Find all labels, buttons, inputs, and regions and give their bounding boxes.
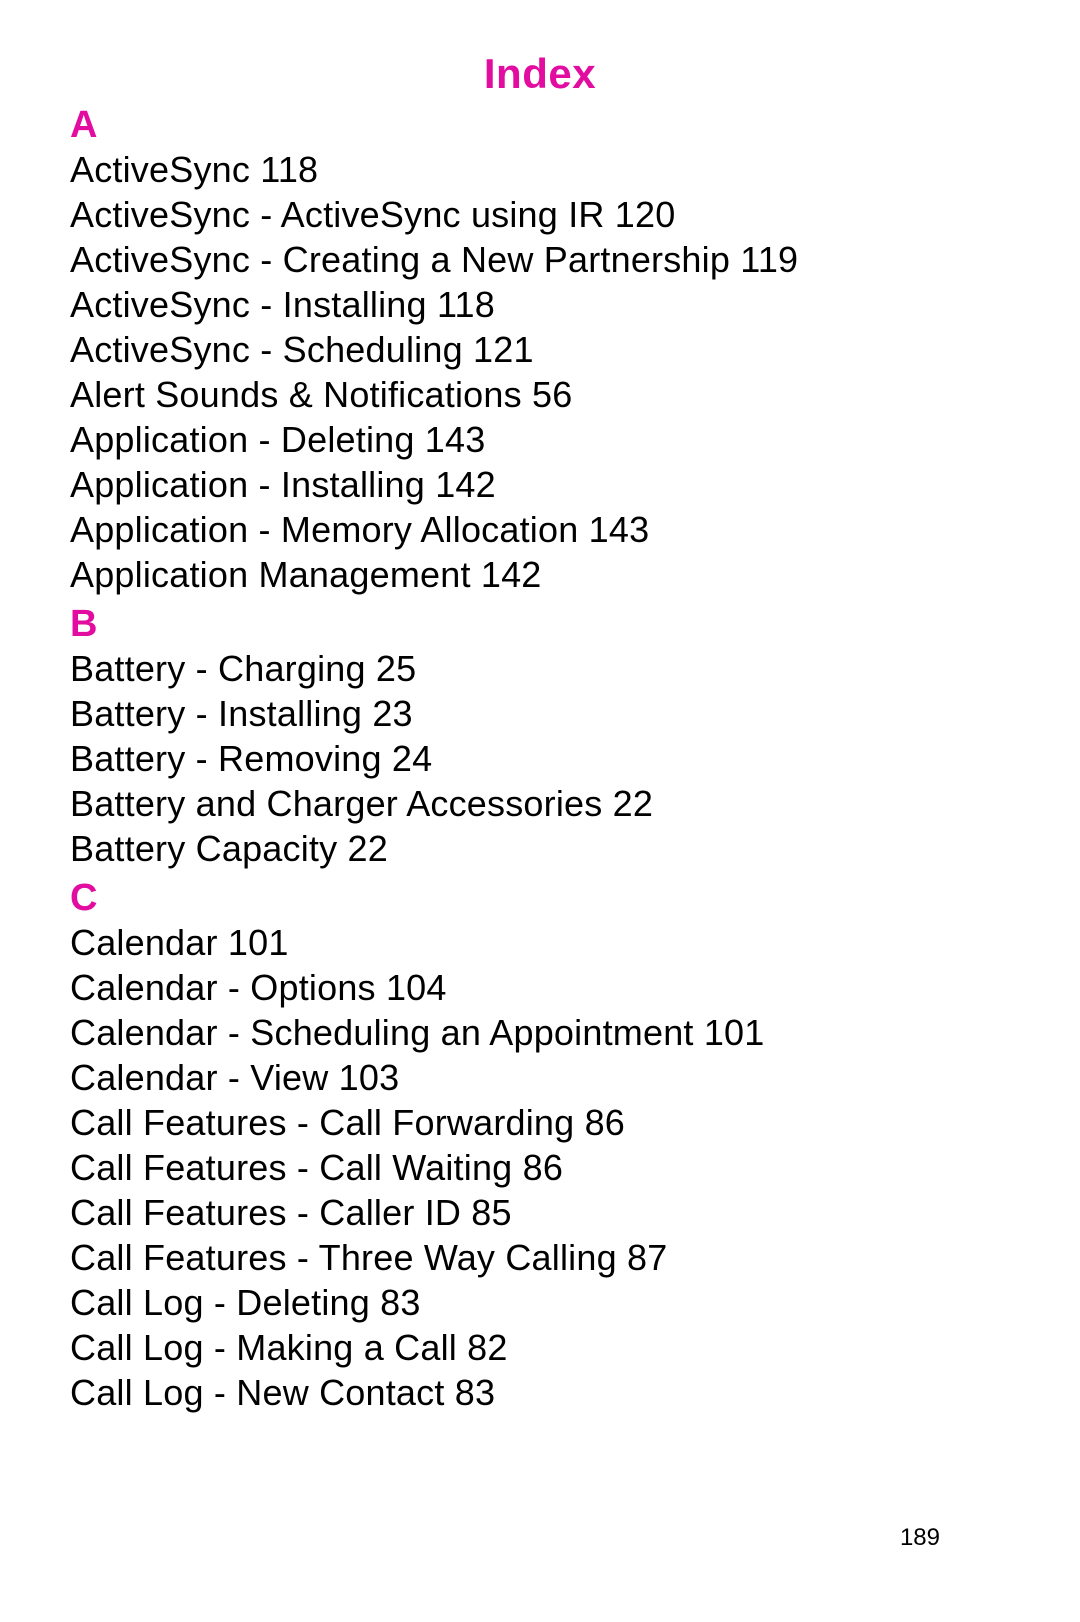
index-entry: ActiveSync - Creating a New Partnership …: [70, 237, 1010, 282]
index-entry: Application - Memory Allocation 143: [70, 507, 1010, 552]
index-entry: Call Log - Making a Call 82: [70, 1325, 1010, 1370]
section-letter: A: [70, 104, 1010, 147]
section-letter: C: [70, 877, 1010, 920]
index-entry: Battery and Charger Accessories 22: [70, 781, 1010, 826]
index-entry: Battery Capacity 22: [70, 826, 1010, 871]
index-entry: Call Log - New Contact 83: [70, 1370, 1010, 1415]
index-entry: Call Features - Three Way Calling 87: [70, 1235, 1010, 1280]
index-entry: Calendar - Scheduling an Appointment 101: [70, 1010, 1010, 1055]
index-entry: Application - Deleting 143: [70, 417, 1010, 462]
page-title: Index: [70, 50, 1010, 98]
index-entry: Call Log - Deleting 83: [70, 1280, 1010, 1325]
index-entry: Call Features - Caller ID 85: [70, 1190, 1010, 1235]
index-entry: Battery - Installing 23: [70, 691, 1010, 736]
index-entry: Calendar - View 103: [70, 1055, 1010, 1100]
index-entry: Call Features - Call Waiting 86: [70, 1145, 1010, 1190]
index-entry: ActiveSync - Scheduling 121: [70, 327, 1010, 372]
index-entry: Alert Sounds & Notifications 56: [70, 372, 1010, 417]
index-entry: Calendar 101: [70, 920, 1010, 965]
index-entry: ActiveSync - ActiveSync using IR 120: [70, 192, 1010, 237]
index-entry: Call Features - Call Forwarding 86: [70, 1100, 1010, 1145]
index-entry: ActiveSync 118: [70, 147, 1010, 192]
index-entry: Application - Installing 142: [70, 462, 1010, 507]
index-body: AActiveSync 118ActiveSync - ActiveSync u…: [70, 104, 1010, 1415]
index-entry: Calendar - Options 104: [70, 965, 1010, 1010]
index-entry: Battery - Removing 24: [70, 736, 1010, 781]
index-page: Index AActiveSync 118ActiveSync - Active…: [0, 0, 1080, 1622]
page-number: 189: [900, 1524, 940, 1552]
section-letter: B: [70, 603, 1010, 646]
index-entry: Battery - Charging 25: [70, 646, 1010, 691]
index-entry: Application Management 142: [70, 552, 1010, 597]
index-entry: ActiveSync - Installing 118: [70, 282, 1010, 327]
